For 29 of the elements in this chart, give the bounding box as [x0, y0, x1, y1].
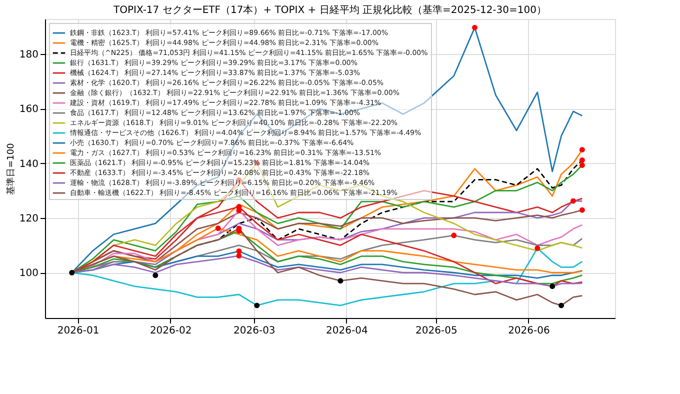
- point: [534, 245, 540, 251]
- point: [579, 207, 585, 213]
- x-tick-label: 2026-06: [508, 326, 550, 336]
- x-tick-label: 2026-03: [234, 326, 276, 336]
- y-axis-title: 基準日=100: [5, 142, 16, 195]
- point: [215, 226, 221, 232]
- chart-title: TOPIX-17 セクターETF（17本）+ TOPIX + 日経平均 正規化比較（基準=2025-12-30=100）: [112, 4, 546, 16]
- x-tick-label: 2026-02: [150, 326, 192, 336]
- point: [579, 157, 585, 163]
- point: [236, 253, 242, 259]
- point: [579, 146, 585, 152]
- point: [254, 302, 260, 308]
- point: [338, 278, 344, 284]
- y-tick-label: 120: [19, 213, 38, 224]
- point: [451, 232, 457, 238]
- y-tick-label: 180: [19, 49, 38, 60]
- y-tick-label: 160: [19, 104, 38, 116]
- x-tick-label: 2026-01: [57, 326, 100, 336]
- point: [472, 24, 478, 30]
- point: [579, 162, 585, 168]
- point: [558, 302, 564, 308]
- point: [152, 272, 158, 278]
- y-tick-label: 140: [19, 158, 38, 170]
- point: [69, 270, 75, 276]
- y-tick-label: 100: [19, 268, 38, 280]
- point: [550, 284, 556, 290]
- x-tick-label: 2026-05: [416, 326, 458, 336]
- point: [570, 198, 576, 204]
- x-tick-label: 2026-04: [326, 326, 368, 336]
